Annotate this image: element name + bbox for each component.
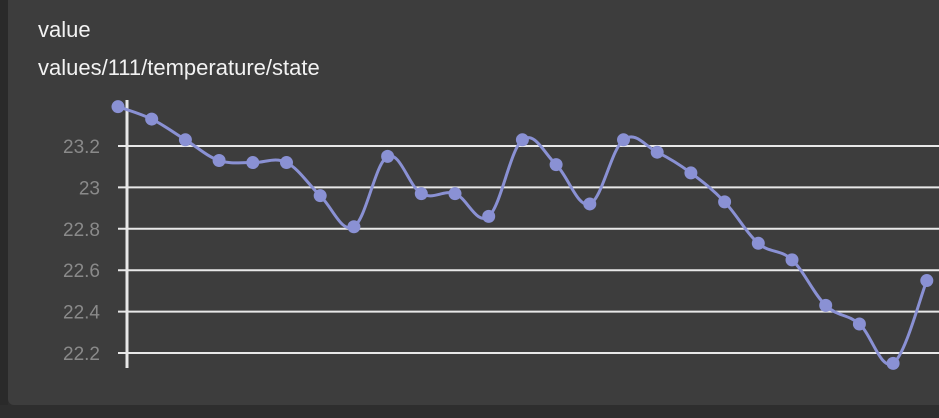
data-point[interactable]	[482, 209, 496, 223]
card-subtitle: values/111/temperature/state	[38, 55, 320, 80]
left-edge	[0, 0, 8, 418]
data-point[interactable]	[819, 298, 833, 312]
data-point[interactable]	[886, 356, 900, 370]
chart-card: value values/111/temperature/state 23.2 2…	[8, 0, 939, 405]
data-point[interactable]	[852, 317, 866, 331]
y-tick-label: 22.6	[63, 261, 100, 282]
card-bottom-gap	[0, 405, 939, 418]
data-point[interactable]	[448, 187, 462, 201]
line-chart: 23.2 23 22.8 22.6 22.4 22.2	[63, 100, 939, 370]
data-point[interactable]	[617, 133, 630, 147]
data-point[interactable]	[212, 153, 226, 167]
data-point[interactable]	[280, 156, 293, 170]
data-point[interactable]	[549, 158, 563, 172]
data-point[interactable]	[178, 133, 192, 147]
y-tick-label: 23	[79, 178, 100, 199]
y-tick-label: 23.2	[63, 137, 100, 158]
data-point[interactable]	[785, 253, 799, 267]
y-tick-label: 22.2	[63, 344, 100, 365]
data-point[interactable]	[684, 166, 698, 180]
data-point[interactable]	[246, 156, 260, 170]
data-point[interactable]	[347, 220, 361, 234]
data-point[interactable]	[313, 189, 327, 203]
data-point[interactable]	[751, 236, 765, 250]
y-tick-label: 22.8	[63, 220, 100, 241]
data-point[interactable]	[718, 195, 732, 209]
card-title: value	[38, 17, 91, 42]
data-point[interactable]	[381, 149, 395, 163]
data-point[interactable]	[650, 145, 664, 159]
data-point[interactable]	[920, 274, 934, 288]
y-tick-label: 22.4	[63, 303, 100, 324]
data-point[interactable]	[583, 197, 597, 211]
data-point[interactable]	[515, 133, 529, 147]
data-point[interactable]	[414, 187, 428, 201]
data-point[interactable]	[145, 112, 159, 126]
data-point[interactable]	[111, 100, 125, 114]
